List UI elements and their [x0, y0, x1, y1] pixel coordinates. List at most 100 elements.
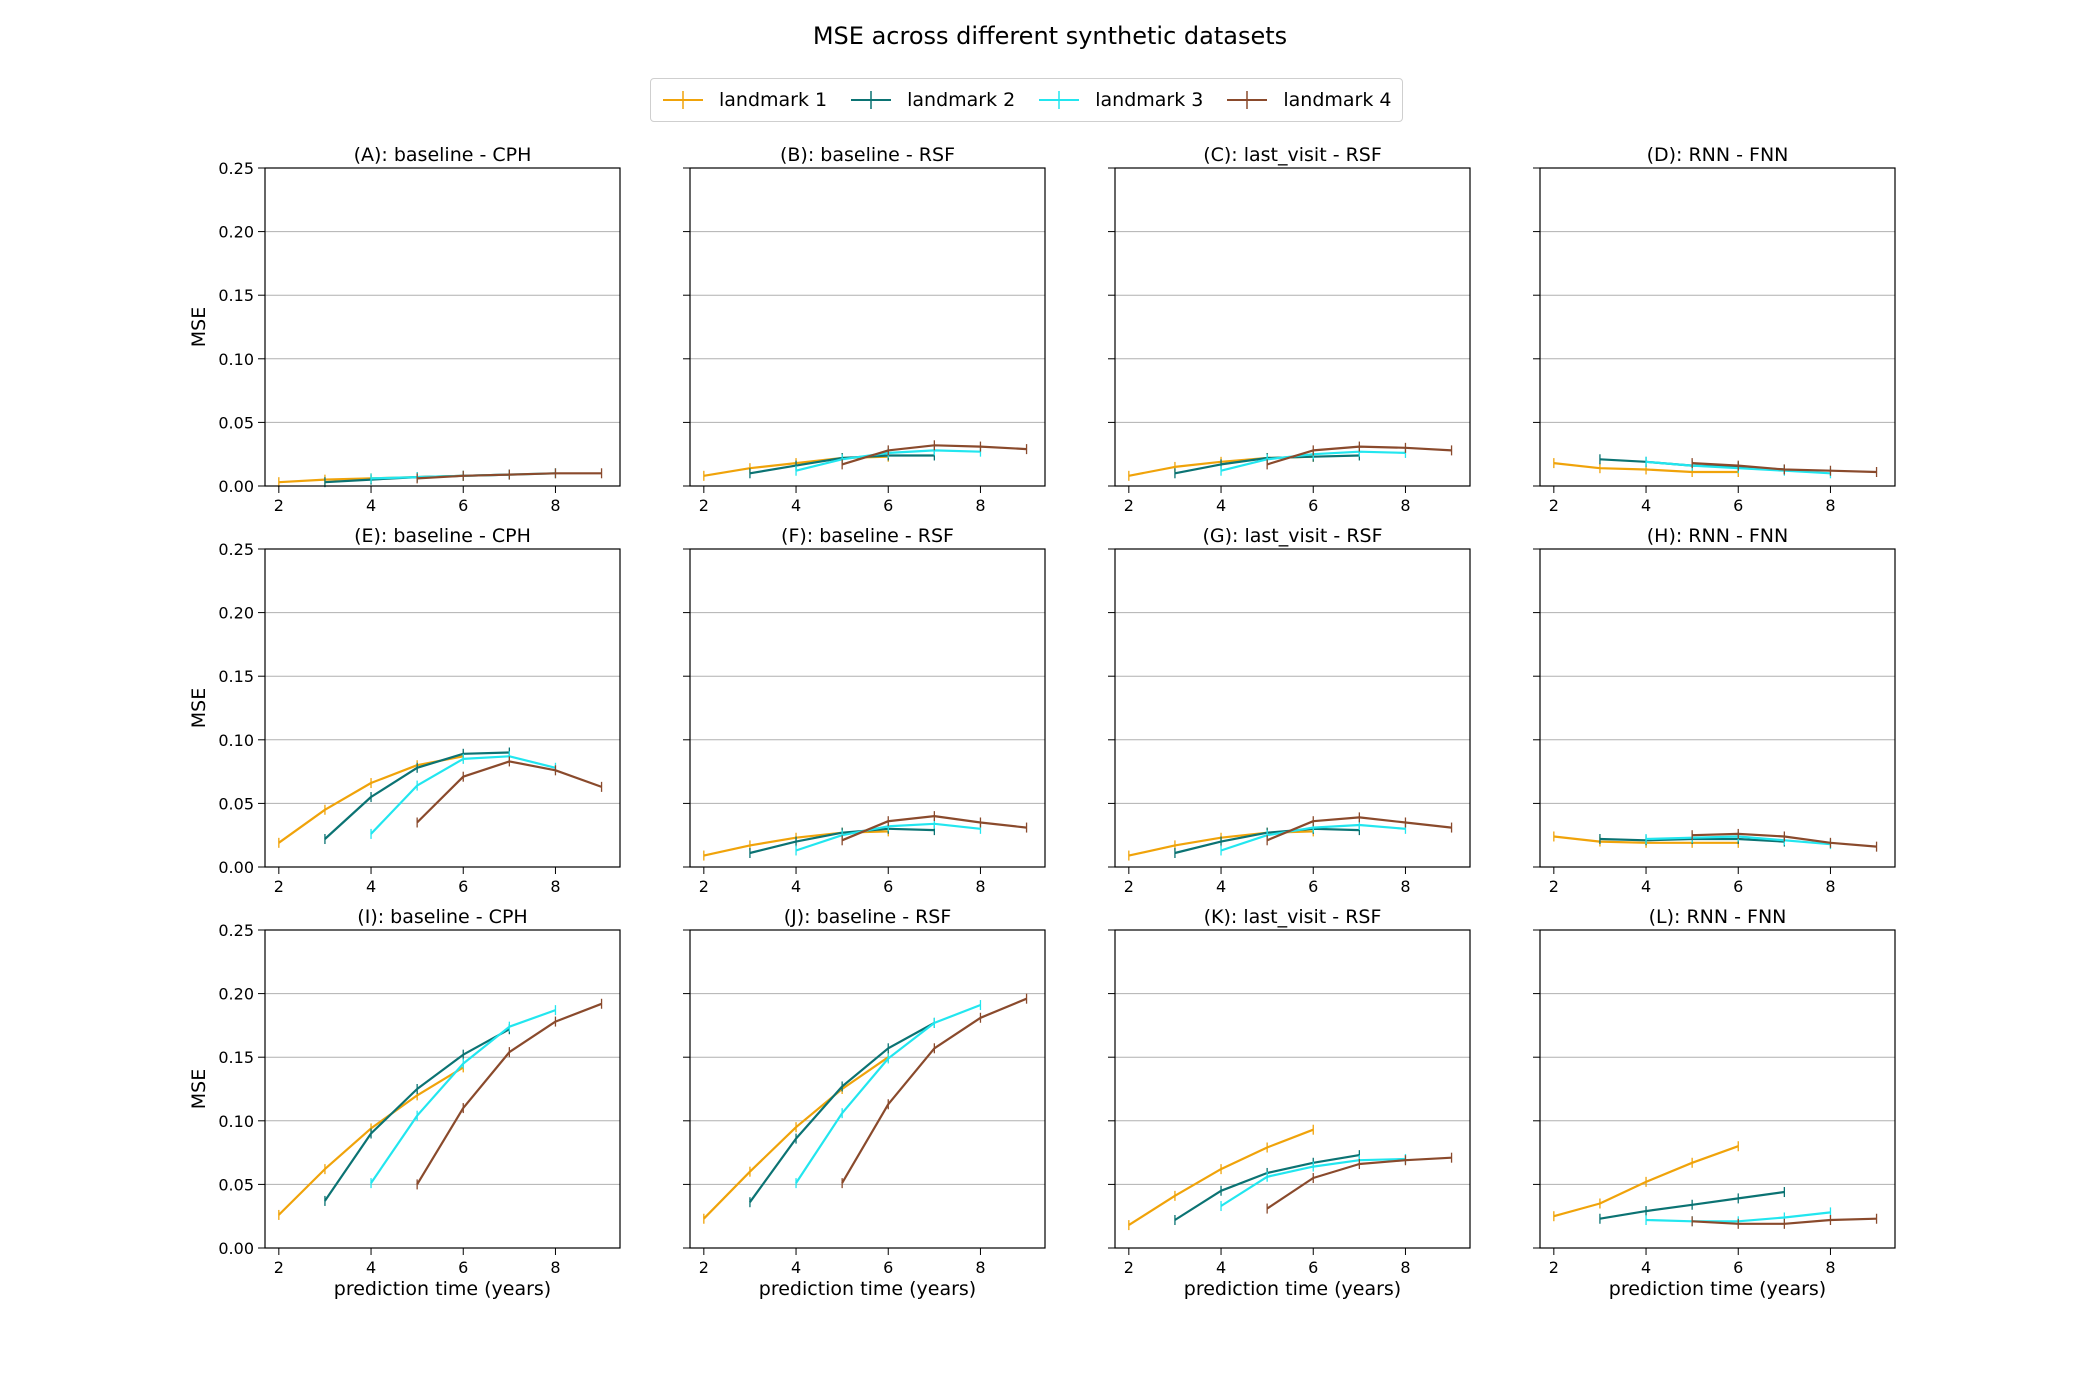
axes-frame	[1114, 929, 1471, 1249]
x-tick-label: 8	[1825, 496, 1835, 515]
series-line-landmark-1	[278, 1066, 464, 1216]
subplot-g-last-visit-rsf: 2 4 6 8 (G): last_visit - RSF	[1108, 525, 1471, 896]
subplot-i-baseline-cph: 0.00 0.05 0.10 0.15 0.20 0.25 2 4 6 8 (I): baselin…	[188, 906, 621, 1300]
series-line-landmark-3	[370, 755, 556, 835]
x-tick-label: 8	[1825, 877, 1835, 896]
y-axis-label: MSE	[188, 688, 210, 728]
x-tick-label: 4	[1216, 1258, 1226, 1277]
legend-label: landmark 4	[1283, 89, 1392, 111]
subplot-h-rnn-fnn: 2 4 6 8 (H): RNN - FNN	[1533, 525, 1896, 896]
axes-frame	[264, 548, 621, 868]
subplot-e-baseline-cph: 0.00 0.05 0.10 0.15 0.20 0.25 2 4 6 8 (E): baselin…	[188, 525, 621, 896]
y-tick-label: 0.20	[218, 223, 254, 242]
subplot-f-baseline-rsf: 2 4 6 8 (F): baseline - RSF	[683, 525, 1046, 896]
x-tick-label: 2	[274, 496, 284, 515]
axes-frame	[1539, 548, 1896, 868]
x-tick-label: 4	[366, 496, 376, 515]
subplot-title: (C): last_visit - RSF	[1203, 144, 1382, 166]
axes-frame	[1539, 167, 1896, 487]
y-tick-label: 0.00	[218, 858, 254, 877]
x-tick-label: 8	[1400, 877, 1410, 896]
axes-frame	[264, 167, 621, 487]
x-tick-label: 4	[1216, 496, 1226, 515]
y-tick-label: 0.05	[218, 794, 254, 813]
subplot-title: (E): baseline - CPH	[354, 525, 531, 547]
x-tick-label: 2	[274, 877, 284, 896]
legend-item-landmark-3: landmark 3	[1037, 89, 1203, 111]
x-tick-label: 4	[791, 1258, 801, 1277]
x-tick-label: 8	[550, 1258, 560, 1277]
legend-swatch-landmark-3	[1039, 91, 1080, 109]
subplot-k-last-visit-rsf: 2 4 6 8 (K): last_visit - RSF prediction time…	[1108, 906, 1471, 1300]
subplot-b-baseline-rsf: 2 4 6 8 (B): baseline - RSF	[683, 144, 1046, 515]
x-tick-label: 6	[1308, 1258, 1318, 1277]
x-tick-label: 6	[883, 1258, 893, 1277]
x-axis-label: prediction time (years)	[759, 1278, 976, 1300]
legend-item-landmark-1: landmark 1	[661, 89, 827, 111]
axes-frame	[1114, 548, 1471, 868]
x-axis-label: prediction time (years)	[1609, 1278, 1826, 1300]
y-tick-label: 0.10	[218, 731, 254, 750]
subplot-c-last-visit-rsf: 2 4 6 8 (C): last_visit - RSF	[1108, 144, 1471, 515]
x-tick-label: 6	[458, 1258, 468, 1277]
x-tick-label: 4	[1641, 877, 1651, 896]
subplot-title: (K): last_visit - RSF	[1204, 906, 1382, 928]
y-tick-label: 0.10	[218, 1112, 254, 1131]
x-tick-label: 8	[550, 496, 560, 515]
subplot-title: (H): RNN - FNN	[1647, 525, 1788, 547]
x-tick-label: 8	[975, 496, 985, 515]
y-tick-label: 0.15	[218, 1048, 254, 1067]
x-tick-label: 8	[975, 877, 985, 896]
legend: landmark 1 landmark 2 landmark 3 landmar…	[650, 78, 1403, 122]
x-tick-label: 4	[1216, 877, 1226, 896]
x-tick-label: 8	[1825, 1258, 1835, 1277]
x-tick-label: 2	[699, 496, 709, 515]
axes-frame	[264, 929, 621, 1249]
x-tick-label: 2	[699, 1258, 709, 1277]
x-tick-label: 8	[550, 877, 560, 896]
legend-swatch-landmark-4	[1227, 91, 1268, 109]
legend-label: landmark 1	[719, 89, 828, 111]
x-tick-label: 8	[1400, 496, 1410, 515]
legend-label: landmark 3	[1095, 89, 1204, 111]
subplot-title: (G): last_visit - RSF	[1202, 525, 1382, 547]
y-tick-label: 0.00	[218, 1239, 254, 1258]
y-tick-label: 0.25	[218, 921, 254, 940]
axes-frame	[689, 548, 1046, 868]
x-tick-label: 8	[1400, 1258, 1410, 1277]
x-tick-label: 2	[1549, 877, 1559, 896]
y-tick-label: 0.20	[218, 604, 254, 623]
y-tick-label: 0.25	[218, 540, 254, 559]
x-tick-label: 2	[1124, 877, 1134, 896]
x-tick-label: 4	[366, 877, 376, 896]
x-tick-label: 4	[791, 877, 801, 896]
x-tick-label: 2	[1124, 1258, 1134, 1277]
x-tick-label: 2	[1549, 1258, 1559, 1277]
x-tick-label: 2	[699, 877, 709, 896]
legend-item-landmark-4: landmark 4	[1225, 89, 1392, 111]
subplot-title: (D): RNN - FNN	[1647, 144, 1789, 166]
subplot-l-rnn-fnn: 2 4 6 8 (L): RNN - FNN prediction time (years…	[1533, 906, 1896, 1300]
x-tick-label: 4	[1641, 1258, 1651, 1277]
y-tick-label: 0.15	[218, 667, 254, 686]
figure-title: MSE across different synthetic datasets	[812, 22, 1288, 50]
series-line-landmark-3	[370, 1009, 556, 1184]
x-tick-label: 6	[1308, 877, 1318, 896]
y-axis-label: MSE	[188, 307, 210, 347]
y-tick-label: 0.15	[218, 286, 254, 305]
y-tick-label: 0.05	[218, 413, 254, 432]
axes-frame	[689, 929, 1046, 1249]
x-tick-label: 6	[883, 496, 893, 515]
x-tick-label: 4	[1641, 496, 1651, 515]
subplot-title: (A): baseline - CPH	[354, 144, 532, 166]
subplot-a-baseline-cph: 0.00 0.05 0.10 0.15 0.20 0.25 2 4 6 8 (A): baselin…	[188, 144, 621, 515]
x-tick-label: 6	[883, 877, 893, 896]
y-tick-label: 0.00	[218, 477, 254, 496]
x-tick-label: 6	[1733, 496, 1743, 515]
y-tick-label: 0.25	[218, 159, 254, 178]
x-axis-label: prediction time (years)	[334, 1278, 551, 1300]
legend-swatch-landmark-1	[663, 91, 703, 109]
axes-frame	[689, 167, 1046, 487]
